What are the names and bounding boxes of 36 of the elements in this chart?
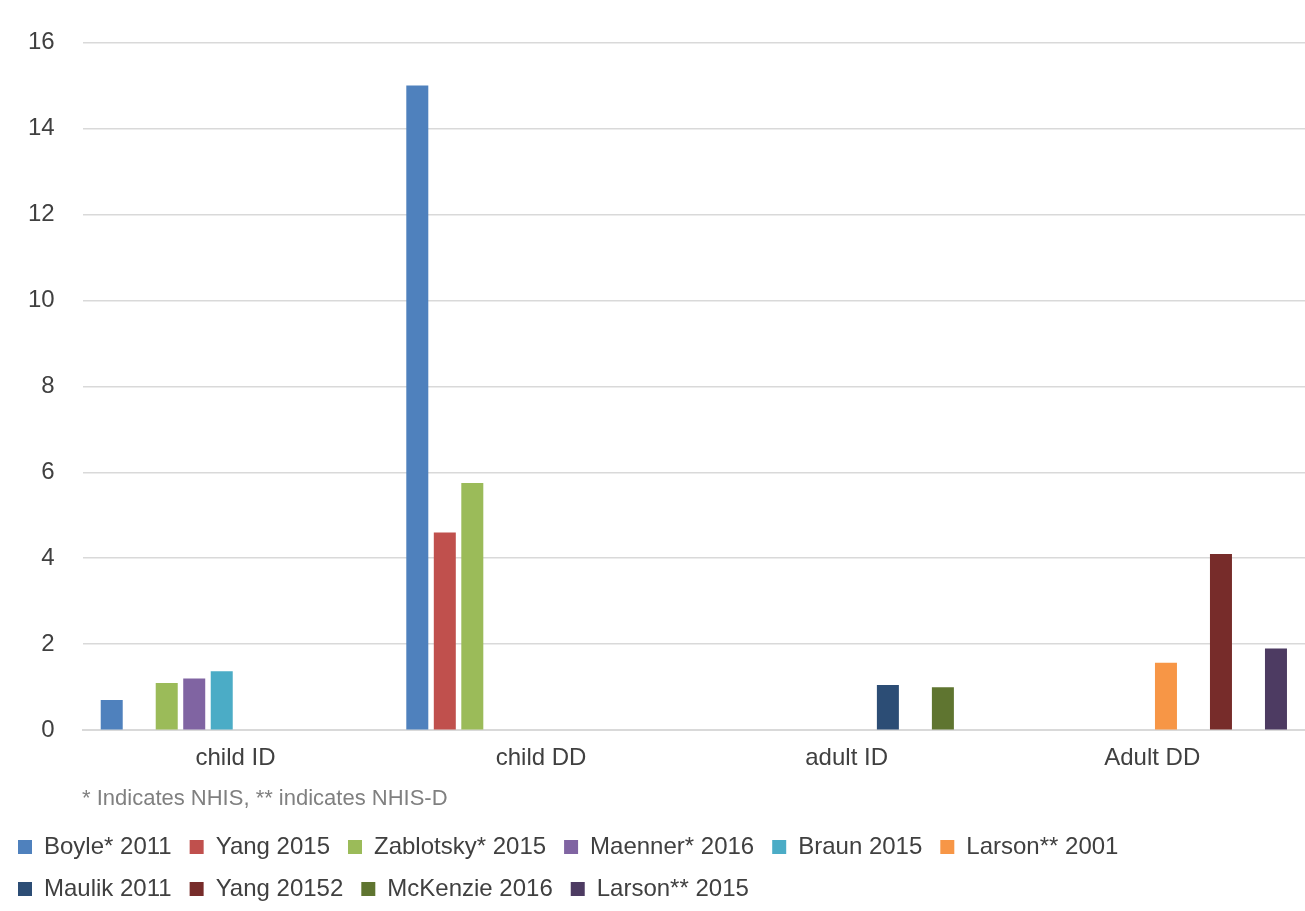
legend-label: Maenner* 2016 [590,831,755,859]
bar [931,687,954,730]
legend-label: Yang 2015 [215,831,330,859]
bar [183,678,206,730]
legend-label: Yang 20152 [215,873,344,901]
bar [1209,553,1232,730]
legend-label: Larson** 2015 [596,873,749,901]
x-tick-label: child DD [495,743,587,771]
y-tick-label: 0 [41,714,55,742]
x-tick-label: child ID [195,743,276,771]
legend-label: Braun 2015 [798,831,923,859]
y-tick-label: 6 [41,456,55,484]
bar [876,685,899,730]
text: * Indicates NHIS, ** indicates NHIS-D [82,785,448,811]
bar [406,85,429,730]
legend-label: McKenzie 2016 [387,873,553,901]
x-tick-label: Adult DD [1104,743,1201,771]
bar [100,700,123,730]
x-tick-label: adult ID [805,743,888,771]
y-tick-label: 12 [27,198,55,226]
y-tick-label: 2 [41,628,55,656]
y-tick-label: 16 [27,27,55,55]
bar [461,483,484,730]
bar [155,682,178,730]
y-tick-label: 10 [27,284,55,312]
legend-label: Zablotsky* 2015 [373,831,547,859]
y-tick-label: 14 [27,113,55,140]
y-tick-label: 8 [41,370,55,398]
bar [1154,662,1177,730]
legend-label: Larson** 2001 [966,831,1119,859]
bar [1264,648,1287,730]
legend-label: Maulik 2011 [44,873,172,901]
legend-label: Boyle* 2011 [44,831,172,859]
y-tick-label: 4 [41,542,55,570]
bar [433,532,456,730]
bar [210,671,233,730]
